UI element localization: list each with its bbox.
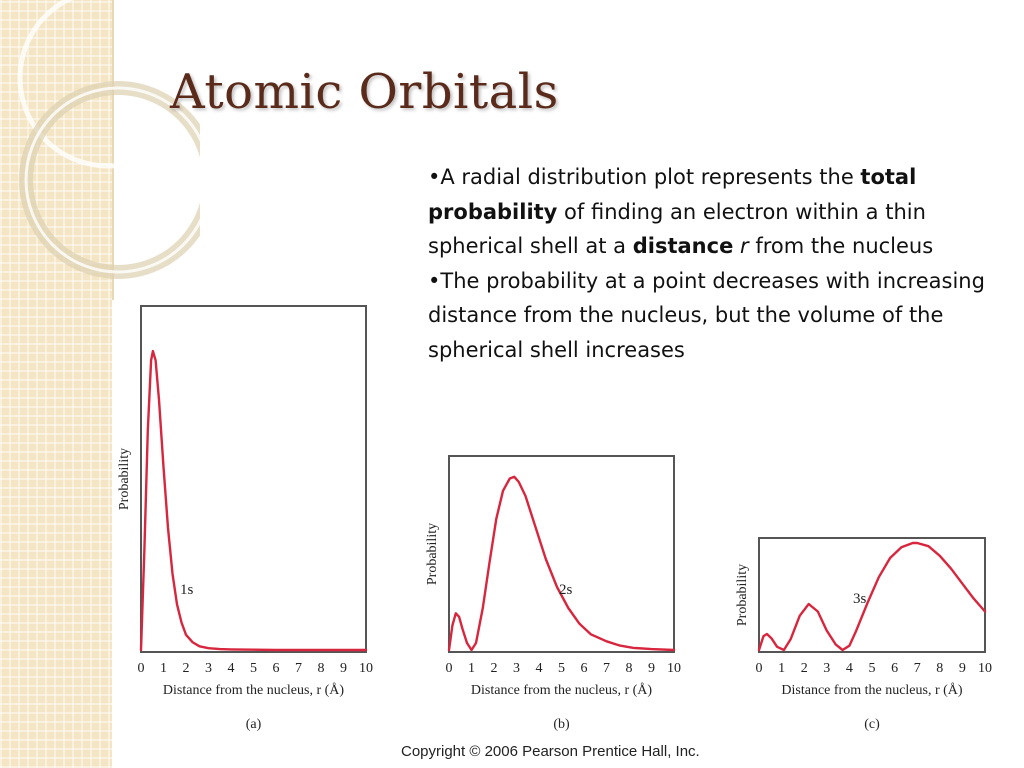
decorative-ring-upper — [17, 0, 199, 169]
x-axis-label: Distance from the nucleus, r (Å) — [163, 682, 344, 698]
decorative-circles — [17, 0, 200, 279]
x-tick-label: 5 — [250, 661, 257, 676]
curve-label: 1s — [180, 582, 194, 598]
bullet-text-normal: •A radial distribution plot represents t… — [428, 165, 861, 189]
x-tick-label: 2 — [801, 661, 808, 676]
x-tick-label: 4 — [536, 661, 543, 676]
y-axis-label: Probability — [735, 564, 750, 626]
x-tick-label: 6 — [891, 661, 898, 676]
x-tick-label: 7 — [603, 661, 610, 676]
x-tick-label: 3 — [205, 661, 212, 676]
x-tick-label: 4 — [228, 661, 235, 676]
plot-frame — [448, 455, 675, 653]
x-tick-label: 4 — [846, 661, 853, 676]
probability-curve — [447, 475, 676, 652]
x-tick-label: 3 — [513, 661, 520, 676]
x-tick-label: 6 — [273, 661, 280, 676]
bullet-list: •A radial distribution plot represents t… — [428, 160, 988, 367]
x-tick-label: 1 — [468, 661, 475, 676]
y-axis-label: Probability — [425, 523, 440, 585]
chart-panel: 1s 0 1 2 3 4 5 6 7 8 9 10 Distance from the nucleus,… — [117, 305, 373, 732]
x-tick-label: 7 — [295, 661, 302, 676]
x-tick-label: 7 — [914, 661, 921, 676]
side-band-border — [112, 0, 114, 300]
bullet-text-bold: total probability — [428, 165, 917, 224]
y-axis-label: Probability — [117, 448, 132, 510]
x-tick-label: 0 — [138, 661, 145, 676]
slide-title: Atomic Orbitals — [170, 64, 559, 120]
x-tick-label: 1 — [778, 661, 785, 676]
x-axis-label: Distance from the nucleus, r (Å) — [781, 682, 962, 698]
x-tick-label: 2 — [491, 661, 498, 676]
x-tick-label: 0 — [446, 661, 453, 676]
bullet-text-normal: of finding an electron within a thin sph… — [428, 199, 926, 259]
panel-label: (a) — [246, 717, 262, 732]
x-tick-label: 2 — [183, 661, 190, 676]
curve-label: 2s — [559, 582, 573, 598]
x-tick-label: 1 — [160, 661, 167, 676]
probability-curve — [757, 541, 987, 652]
bullet-item: •The probability at a point decreases wi… — [428, 264, 988, 368]
bullet-text-bold: distance — [632, 234, 734, 258]
chart-panel: 2s 0 1 2 3 4 5 6 7 8 9 10 Distance from the nucleus,… — [425, 455, 681, 732]
x-tick-label: 5 — [869, 661, 876, 676]
bullet-text-italic: r — [740, 234, 749, 258]
x-tick-label: 8 — [936, 661, 943, 676]
x-tick-label: 3 — [823, 661, 830, 676]
x-axis-label: Distance from the nucleus, r (Å) — [471, 682, 652, 698]
x-tick-label: 8 — [626, 661, 633, 676]
x-tick-label: 10 — [359, 661, 373, 676]
x-tick-label: 10 — [978, 661, 992, 676]
x-tick-label: 5 — [558, 661, 565, 676]
x-tick-label: 0 — [756, 661, 763, 676]
panel-label: (c) — [864, 717, 880, 732]
copyright-notice: Copyright © 2006 Pearson Prentice Hall, … — [401, 743, 700, 760]
bullet-item: •A radial distribution plot represents t… — [428, 160, 988, 264]
decorative-ring-lower-highlight — [24, 86, 200, 274]
x-tick-label: 9 — [959, 661, 966, 676]
x-tick-label: 9 — [340, 661, 347, 676]
x-tick-label: 10 — [667, 661, 681, 676]
decorative-side-band — [0, 0, 112, 768]
plot-frame — [140, 305, 367, 653]
curve-label: 3s — [853, 591, 867, 607]
x-tick-label: 6 — [581, 661, 588, 676]
x-tick-label: 8 — [318, 661, 325, 676]
chart-panel: 3s 0 1 2 3 4 5 6 7 8 9 10 Distance from the nucleus,… — [735, 537, 992, 732]
probability-curve — [139, 349, 368, 652]
bullet-text-normal: •The probability at a point decreases wi… — [428, 268, 985, 362]
bullet-text-normal: from the nucleus — [748, 234, 934, 258]
x-tick-label: 9 — [648, 661, 655, 676]
panel-label: (b) — [553, 717, 570, 732]
